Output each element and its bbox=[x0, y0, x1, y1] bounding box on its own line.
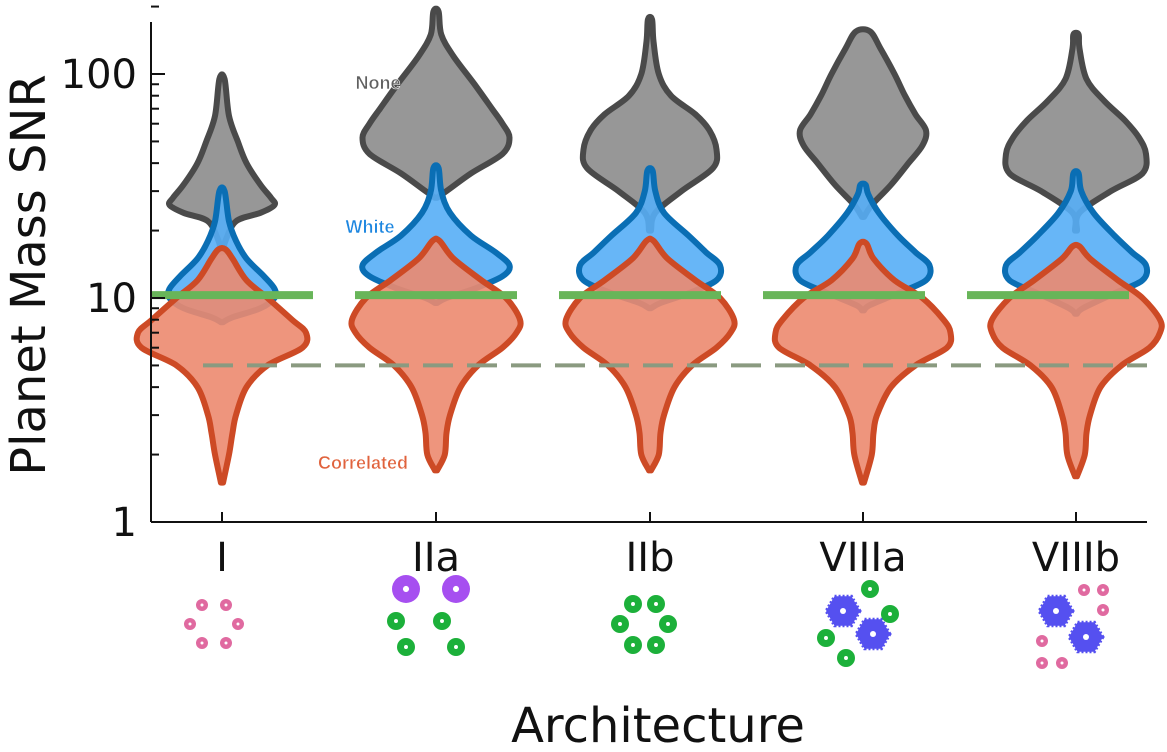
arch-viiia-medium-circle-center bbox=[888, 612, 892, 616]
arch-iib-medium-circle-center bbox=[666, 622, 670, 626]
series-tag-white: White bbox=[346, 217, 395, 237]
arch-iia-large-circle-center bbox=[402, 585, 410, 593]
arch-viiib-small-circle-center bbox=[1101, 608, 1105, 612]
arch-viiib-hexagon-center bbox=[1083, 634, 1089, 640]
series-tag-correlated: Correlated bbox=[318, 453, 408, 473]
arch-iia-medium-circle-center bbox=[440, 619, 444, 623]
arch-i-small-circle-center bbox=[200, 641, 204, 645]
arch-viiib-hexagon-center bbox=[1053, 608, 1059, 614]
x-axis-title: Architecture bbox=[511, 698, 805, 752]
y-tick-label: 100 bbox=[61, 52, 137, 98]
violin-none-iia bbox=[359, 5, 513, 201]
arch-i-small-circle-center bbox=[200, 603, 204, 607]
series-tag-none: None bbox=[356, 73, 401, 93]
arch-iia-large-circle-center bbox=[452, 585, 460, 593]
violin-correlated-viiib bbox=[987, 241, 1165, 480]
arch-viiib-small-circle-center bbox=[1040, 639, 1044, 643]
x-category-labels: I IIa IIb VIIIa VIIIb bbox=[216, 512, 1120, 581]
violin-white-iia bbox=[359, 162, 513, 306]
arch-viiib-small-circle-center bbox=[1040, 661, 1044, 665]
arch-viiia-hexagon-center bbox=[840, 608, 846, 614]
arch-viiib-small-circle-center bbox=[1082, 588, 1086, 592]
arch-i-small-circle-center bbox=[188, 622, 192, 626]
arch-iib-medium-circle-center bbox=[631, 602, 635, 606]
y-ticks: 1 10 100 bbox=[61, 5, 165, 546]
y-tick-label: 1 bbox=[112, 500, 137, 546]
violin-none-viiib bbox=[1002, 29, 1150, 234]
arch-viiib-small-circle-center bbox=[1060, 661, 1064, 665]
arch-iia-medium-circle-center bbox=[454, 645, 458, 649]
y-axis-title: Planet Mass SNR bbox=[1, 74, 57, 476]
arch-viiia-medium-circle-center bbox=[844, 656, 848, 660]
x-category-label: IIa bbox=[412, 535, 460, 581]
arch-viiia-medium-circle-center bbox=[868, 587, 872, 591]
series-tags: None White Correlated bbox=[318, 73, 409, 474]
arch-viiib-small-circle-center bbox=[1101, 588, 1105, 592]
arch-i-small-circle-center bbox=[224, 641, 228, 645]
x-category-label: IIb bbox=[626, 535, 675, 581]
arch-i-small-circle-center bbox=[224, 603, 228, 607]
architecture-icons bbox=[184, 575, 1109, 669]
arch-iib-medium-circle-center bbox=[618, 622, 622, 626]
x-category-label: VIIIa bbox=[819, 535, 906, 581]
arch-iia-medium-circle-center bbox=[404, 645, 408, 649]
x-category-label: VIIIb bbox=[1032, 535, 1120, 581]
violin-none-i bbox=[166, 71, 279, 256]
arch-viiia-hexagon-center bbox=[870, 631, 876, 637]
threshold-lines bbox=[151, 291, 1147, 368]
arch-iib-medium-circle-center bbox=[654, 602, 658, 606]
arch-viiia-medium-circle-center bbox=[824, 636, 828, 640]
y-tick-label: 10 bbox=[86, 276, 137, 322]
x-category-label: I bbox=[216, 535, 228, 581]
violin-none-iib bbox=[579, 13, 721, 234]
violin-correlated-viiia bbox=[771, 238, 955, 486]
violin-layer bbox=[133, 5, 1165, 486]
arch-iia-medium-circle-center bbox=[394, 619, 398, 623]
arch-i-small-circle-center bbox=[236, 622, 240, 626]
arch-iib-medium-circle-center bbox=[654, 643, 658, 647]
violin-none-viiia bbox=[796, 26, 930, 220]
arch-iib-medium-circle-center bbox=[631, 643, 635, 647]
